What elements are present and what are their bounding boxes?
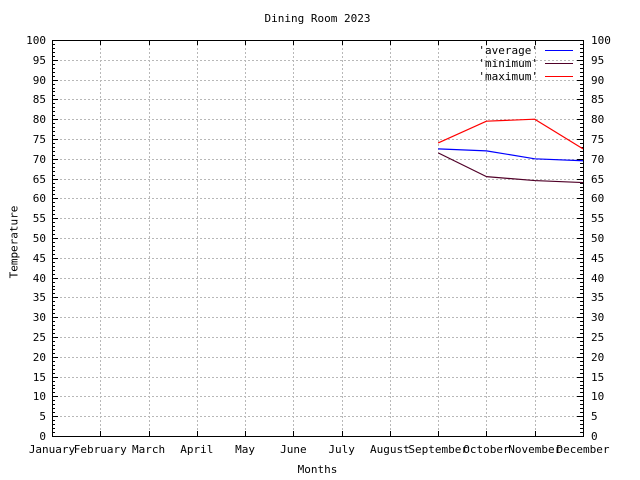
svg-text:90: 90 [591, 74, 604, 87]
svg-text:0: 0 [591, 430, 598, 443]
svg-text:25: 25 [591, 331, 604, 344]
svg-text:100: 100 [26, 34, 46, 47]
svg-text:30: 30 [33, 311, 46, 324]
x-axis-label: Months [297, 463, 338, 476]
svg-text:5: 5 [591, 410, 598, 423]
legend-label-minimum: 'minimum' [478, 57, 538, 70]
svg-text:75: 75 [33, 133, 46, 146]
svg-text:March: March [132, 443, 165, 456]
legend-label-maximum: 'maximum' [478, 70, 538, 83]
legend-line-minimum [545, 63, 573, 64]
svg-text:100: 100 [591, 34, 611, 47]
svg-text:70: 70 [33, 153, 46, 166]
svg-text:65: 65 [591, 173, 604, 186]
svg-text:85: 85 [591, 93, 604, 106]
svg-text:January: January [29, 443, 76, 456]
svg-text:0: 0 [39, 430, 46, 443]
svg-text:30: 30 [591, 311, 604, 324]
svg-text:November: November [508, 443, 561, 456]
svg-text:90: 90 [33, 74, 46, 87]
svg-text:September: September [408, 443, 468, 456]
chart-title: Dining Room 2023 [264, 12, 371, 25]
series-line-minimum [437, 152, 584, 184]
svg-text:35: 35 [33, 291, 46, 304]
svg-text:15: 15 [33, 371, 46, 384]
svg-text:60: 60 [33, 192, 46, 205]
svg-text:95: 95 [591, 54, 604, 67]
grid-lines [52, 40, 583, 436]
legend-line-average [545, 50, 573, 51]
svg-text:5: 5 [39, 410, 46, 423]
svg-text:75: 75 [591, 133, 604, 146]
legend-item-maximum: 'maximum' [478, 70, 573, 83]
svg-text:February: February [74, 443, 127, 456]
svg-text:May: May [235, 443, 255, 456]
svg-text:October: October [463, 443, 510, 456]
svg-text:35: 35 [591, 291, 604, 304]
svg-text:25: 25 [33, 331, 46, 344]
svg-text:50: 50 [591, 232, 604, 245]
series-lines [437, 118, 584, 184]
svg-text:65: 65 [33, 173, 46, 186]
svg-text:40: 40 [591, 272, 604, 285]
svg-text:70: 70 [591, 153, 604, 166]
svg-text:40: 40 [33, 272, 46, 285]
svg-text:60: 60 [591, 192, 604, 205]
legend-line-maximum [545, 76, 573, 77]
svg-text:July: July [328, 443, 355, 456]
svg-text:April: April [180, 443, 213, 456]
legend-item-average: 'average' [478, 44, 573, 57]
legend-item-minimum: 'minimum' [478, 57, 573, 70]
svg-text:95: 95 [33, 54, 46, 67]
svg-text:August: August [370, 443, 410, 456]
plot-border [52, 40, 584, 437]
legend-label-average: 'average' [478, 44, 538, 57]
svg-text:June: June [280, 443, 307, 456]
svg-text:December: December [557, 443, 610, 456]
svg-text:85: 85 [33, 93, 46, 106]
svg-text:55: 55 [33, 212, 46, 225]
svg-text:45: 45 [591, 252, 604, 265]
svg-text:10: 10 [33, 390, 46, 403]
svg-text:15: 15 [591, 371, 604, 384]
legend: 'average' 'minimum' 'maximum' [478, 44, 573, 83]
svg-text:55: 55 [591, 212, 604, 225]
svg-text:10: 10 [591, 390, 604, 403]
series-line-maximum [437, 118, 584, 150]
svg-text:45: 45 [33, 252, 46, 265]
series-line-average [438, 148, 584, 162]
y-tick-labels-right: 0 5 10 15 20 25 30 35 40 45 50 55 60 65 70 75 80 85 90 95 10… [591, 34, 611, 443]
svg-text:80: 80 [591, 113, 604, 126]
svg-text:80: 80 [33, 113, 46, 126]
svg-text:20: 20 [33, 351, 46, 364]
y-tick-labels-left: 0 5 10 15 20 25 30 35 40 45 50 55 60 65 70 75 80 85 90 95 10… [26, 34, 46, 443]
svg-text:50: 50 [33, 232, 46, 245]
svg-text:20: 20 [591, 351, 604, 364]
